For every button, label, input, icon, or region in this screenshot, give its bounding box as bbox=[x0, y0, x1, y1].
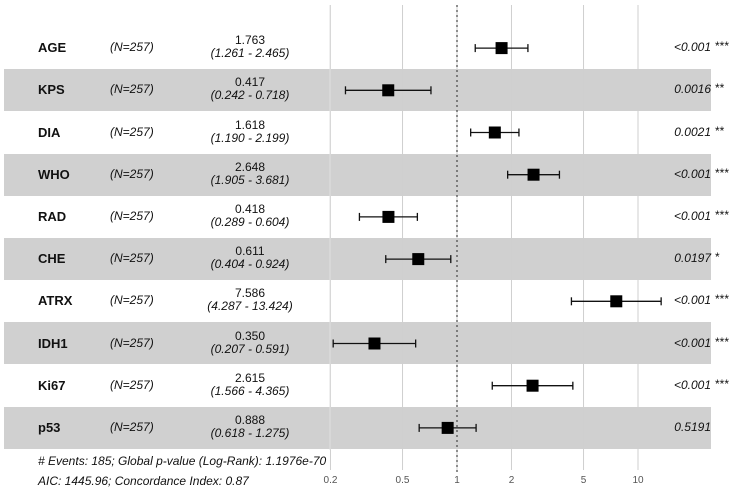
hazard-ratio-label: 0.888 bbox=[234, 412, 266, 427]
ci-label: (4.287 - 13.424) bbox=[207, 299, 293, 314]
n-label: (N=257) bbox=[110, 124, 154, 139]
hazard-ratio-point bbox=[488, 126, 501, 139]
ci-label: (0.242 - 0.718) bbox=[210, 88, 290, 103]
n-label: (N=257) bbox=[110, 251, 154, 266]
variable-label: Ki67 bbox=[38, 377, 66, 393]
p-value-label: 0.0016 bbox=[674, 82, 711, 97]
x-tick-label: 1 bbox=[454, 475, 460, 486]
p-value-label: 0.5191 bbox=[674, 419, 711, 434]
footer-aic: AIC: 1445.96; Concordance Index: 0.87 bbox=[38, 474, 249, 488]
hazard-ratio-label: 0.418 bbox=[234, 201, 266, 216]
n-label: (N=257) bbox=[110, 40, 154, 55]
x-tick-label: 2 bbox=[508, 475, 515, 486]
n-label: (N=257) bbox=[110, 419, 154, 434]
x-tick-label: 0.2 bbox=[323, 475, 338, 486]
hazard-ratio-point bbox=[412, 253, 425, 266]
p-value-label: <0.001 bbox=[673, 335, 711, 350]
hazard-ratio-point bbox=[382, 210, 395, 223]
significance-stars: *** bbox=[715, 165, 730, 180]
x-tick-label: 10 bbox=[632, 475, 644, 486]
significance-stars: *** bbox=[715, 334, 730, 349]
significance-stars: * bbox=[715, 250, 720, 265]
p-value-label: <0.001 bbox=[673, 377, 711, 392]
hazard-ratio-label: 1.763 bbox=[234, 33, 266, 48]
ci-label: (1.566 - 4.365) bbox=[210, 383, 290, 398]
ci-label: (0.404 - 0.924) bbox=[210, 257, 290, 272]
hazard-ratio-label: 0.417 bbox=[234, 75, 266, 90]
footer-events: # Events: 185; Global p-value (Log-Rank)… bbox=[38, 454, 327, 468]
significance-stars: ** bbox=[715, 123, 725, 138]
significance-stars: *** bbox=[715, 39, 730, 54]
hazard-ratio-point bbox=[382, 84, 395, 97]
hazard-ratio-label: 0.611 bbox=[235, 244, 265, 259]
p-value-label: <0.001 bbox=[673, 208, 711, 223]
hazard-ratio-label: 2.615 bbox=[234, 370, 266, 385]
significance-stars: *** bbox=[715, 292, 730, 307]
row-band bbox=[4, 153, 711, 196]
n-label: (N=257) bbox=[110, 335, 154, 350]
variable-label: ATRX bbox=[38, 293, 73, 309]
p-value-label: <0.001 bbox=[673, 293, 711, 308]
hazard-ratio-point bbox=[610, 295, 623, 308]
ci-label: (1.905 - 3.681) bbox=[210, 172, 290, 187]
ci-label: (1.261 - 2.465) bbox=[210, 46, 290, 61]
x-tick-label: 5 bbox=[580, 475, 587, 486]
p-value-label: <0.001 bbox=[673, 166, 711, 181]
variable-label: AGE bbox=[38, 40, 67, 56]
hazard-ratio-label: 1.618 bbox=[234, 117, 266, 132]
variable-label: RAD bbox=[38, 208, 67, 224]
hazard-ratio-point bbox=[495, 42, 508, 55]
variable-label: p53 bbox=[38, 419, 61, 435]
row-band bbox=[4, 238, 711, 280]
p-value-label: 0.0021 bbox=[674, 124, 711, 139]
p-value-label: <0.001 bbox=[673, 40, 711, 55]
n-label: (N=257) bbox=[110, 166, 154, 181]
n-label: (N=257) bbox=[110, 82, 154, 97]
variable-label: DIA bbox=[38, 124, 61, 140]
variable-label: WHO bbox=[38, 166, 70, 182]
ci-label: (0.289 - 0.604) bbox=[210, 214, 290, 229]
variable-label: KPS bbox=[38, 82, 65, 98]
n-label: (N=257) bbox=[110, 208, 154, 223]
hazard-ratio-label: 0.350 bbox=[234, 328, 266, 343]
hazard-ratio-label: 2.648 bbox=[234, 159, 266, 174]
row-band bbox=[4, 406, 711, 449]
p-value-label: 0.0197 bbox=[674, 251, 711, 266]
hazard-ratio-label: 7.586 bbox=[234, 286, 266, 301]
ci-label: (0.207 - 0.591) bbox=[210, 341, 290, 356]
significance-stars: *** bbox=[715, 376, 730, 391]
hazard-ratio-point bbox=[526, 379, 539, 392]
hazard-ratio-point bbox=[368, 337, 381, 350]
ci-label: (0.618 - 1.275) bbox=[210, 425, 290, 440]
n-label: (N=257) bbox=[110, 293, 154, 308]
variable-label: CHE bbox=[38, 251, 66, 267]
significance-stars: ** bbox=[715, 81, 725, 96]
hazard-ratio-point bbox=[527, 168, 540, 181]
n-label: (N=257) bbox=[110, 377, 154, 392]
hazard-ratio-point bbox=[441, 421, 454, 434]
significance-stars: *** bbox=[715, 207, 730, 222]
x-tick-label: 0.5 bbox=[395, 475, 410, 486]
ci-label: (1.190 - 2.199) bbox=[210, 130, 290, 145]
variable-label: IDH1 bbox=[38, 335, 68, 351]
